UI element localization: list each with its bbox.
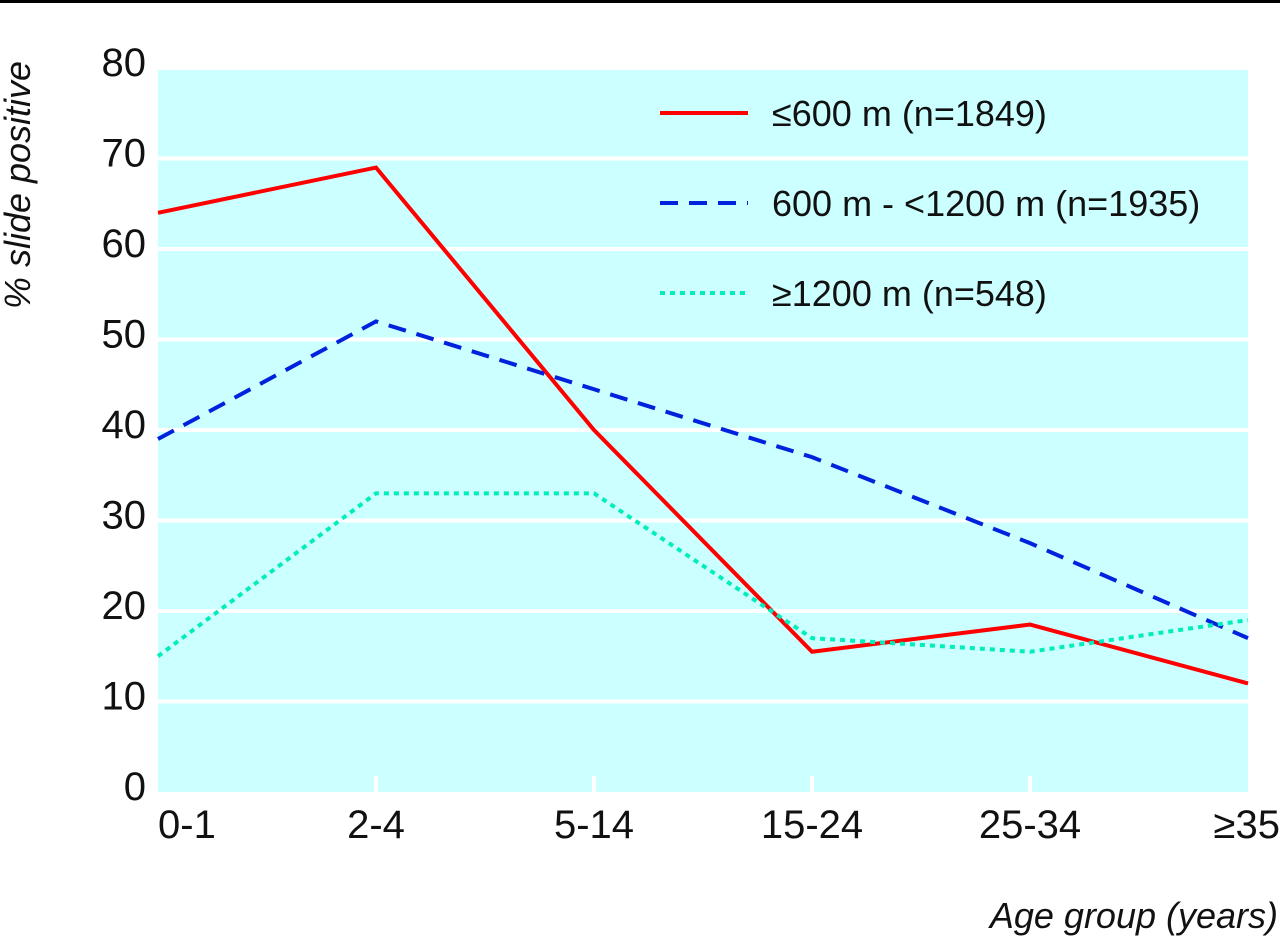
y-tick-label: 30 (102, 494, 147, 538)
x-tick-label: 5-14 (554, 803, 634, 847)
y-tick-label: 40 (102, 403, 147, 447)
y-tick-label: 60 (102, 222, 147, 266)
legend-label: ≤600 m (n=1849) (772, 93, 1047, 134)
x-tick-label: 25-34 (979, 803, 1081, 847)
legend-label: ≥1200 m (n=548) (772, 273, 1047, 314)
x-tick-label: ≥35 (1214, 803, 1280, 847)
x-tick-label: 0-1 (158, 803, 216, 847)
y-tick-label: 70 (102, 132, 147, 176)
x-tick-label: 2-4 (347, 803, 405, 847)
legend-label: 600 m - <1200 m (n=1935) (772, 183, 1200, 224)
y-axis-title: % slide positive (0, 61, 38, 309)
y-tick-label: 10 (102, 675, 147, 719)
y-tick-label: 80 (102, 41, 147, 85)
x-tick-label: 15-24 (761, 803, 863, 847)
x-axis-title: Age group (years) (988, 895, 1278, 936)
y-tick-label: 50 (102, 313, 147, 357)
y-tick-label: 20 (102, 584, 147, 628)
y-tick-label: 0 (124, 765, 146, 809)
